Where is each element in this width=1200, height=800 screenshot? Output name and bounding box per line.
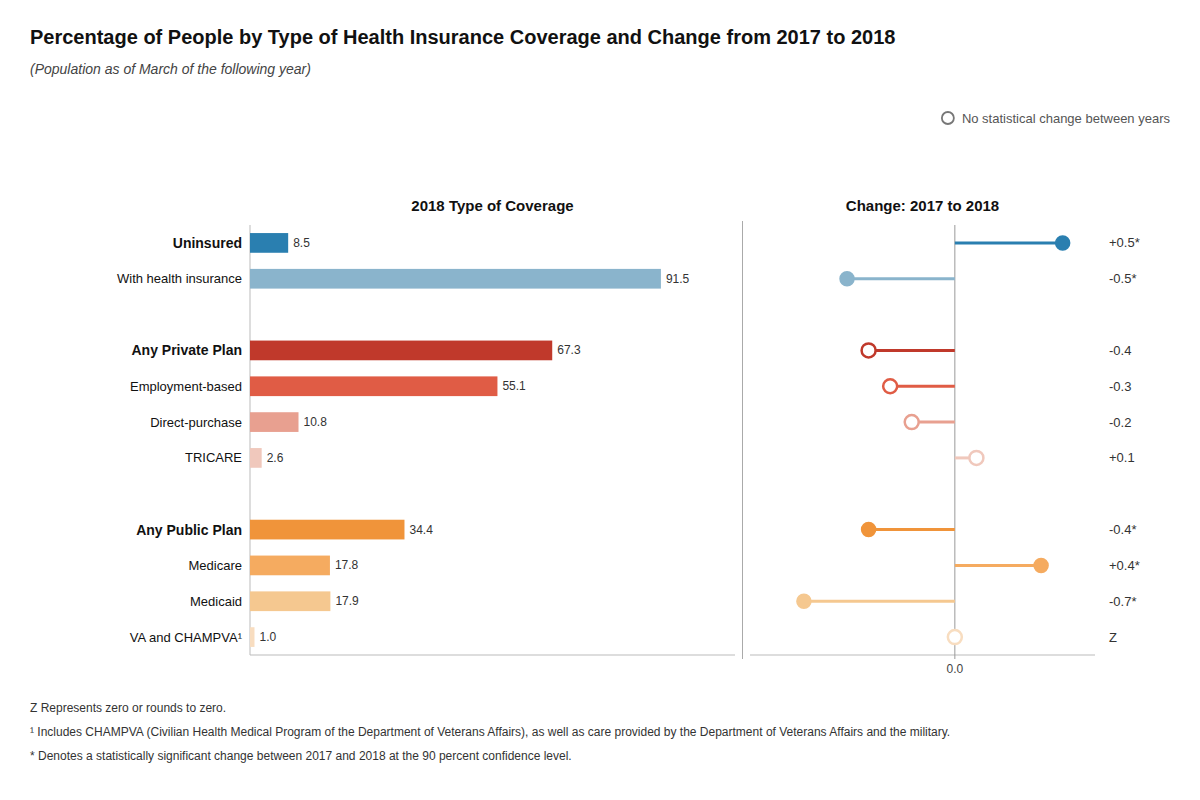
data-label: 17.9 [335,594,359,608]
subtitle: (Population as of March of the following… [30,61,311,77]
bar [250,376,497,396]
data-label: 55.1 [502,379,526,393]
category-label: TRICARE [185,450,242,465]
lollipop-dot [1034,558,1048,572]
bar [250,591,330,611]
bars [250,233,661,647]
category-label: Any Public Plan [136,522,242,538]
data-label: -0.4 [1109,343,1131,358]
lollipop-dot [797,594,811,608]
legend-label: No statistical change between years [962,111,1171,126]
bar [250,341,552,361]
data-label: -0.5* [1109,271,1136,286]
bar [250,556,330,576]
data-label: +0.4* [1109,558,1140,573]
data-label: +0.1 [1109,450,1135,465]
bar [250,448,262,468]
panel-divider [742,221,743,659]
panel-header: Change: 2017 to 2018 [846,197,999,214]
data-label: 17.8 [335,558,359,572]
category-label: Uninsured [173,235,242,251]
lollipop-stem [955,564,1041,567]
data-label: +0.5* [1109,235,1140,250]
category-label: With health insurance [117,271,242,286]
lollipop-dot [905,415,919,429]
footnote: * Denotes a statistically significant ch… [30,749,572,763]
lollipop-stem [869,349,955,352]
lollipop-dot [862,523,876,537]
bar [250,269,661,289]
legend-item: No statistical change between years [942,111,1171,126]
category-label: VA and CHAMPVA¹ [130,630,243,645]
footnote: ¹ Includes CHAMPVA (Civilian Health Medi… [30,725,950,739]
bar [250,520,404,540]
data-label: -0.4* [1109,522,1136,537]
data-label: -0.2 [1109,415,1131,430]
lollipop-dot [948,630,962,644]
data-label: 2.6 [267,451,284,465]
chart-root: Percentage of People by Type of Health I… [0,0,1200,800]
data-label: 34.4 [409,523,433,537]
zero-line [954,225,955,659]
data-label: -0.7* [1109,594,1136,609]
lollipop-dot [969,451,983,465]
lollipop-dot [862,343,876,357]
tick-label: 0.0 [947,662,964,676]
footnote: Z Represents zero or rounds to zero. [30,701,226,715]
lollipop-dot [840,272,854,286]
x-axis-line [250,655,735,656]
lollipop-stem [804,600,955,603]
data-label: 10.8 [304,415,328,429]
data-label: 91.5 [666,272,690,286]
data-label: 1.0 [259,630,276,644]
category-label: Direct-purchase [150,415,242,430]
bar [250,412,299,432]
lollipop-stem [869,528,955,531]
data-label: -0.3 [1109,379,1131,394]
data-label: Z [1109,630,1117,645]
x-axis-line [750,655,1095,656]
bar [250,627,254,647]
bar [250,233,288,253]
y-axis-line [250,225,251,655]
lollipop-dot [1056,236,1070,250]
data-label: 67.3 [557,343,581,357]
data-label: 8.5 [293,236,310,250]
lollipop-dot [883,379,897,393]
lollipop-stem [955,241,1063,244]
panel-header: 2018 Type of Coverage [411,197,573,214]
lollipops [797,236,1070,644]
category-label: Employment-based [130,379,242,394]
category-label: Medicare [189,558,242,573]
lollipop-stem [890,385,955,388]
title: Percentage of People by Type of Health I… [30,26,895,48]
lollipop-stem [847,277,955,280]
category-label: Any Private Plan [132,342,243,358]
legend-swatch [942,112,954,124]
category-label: Medicaid [190,594,242,609]
